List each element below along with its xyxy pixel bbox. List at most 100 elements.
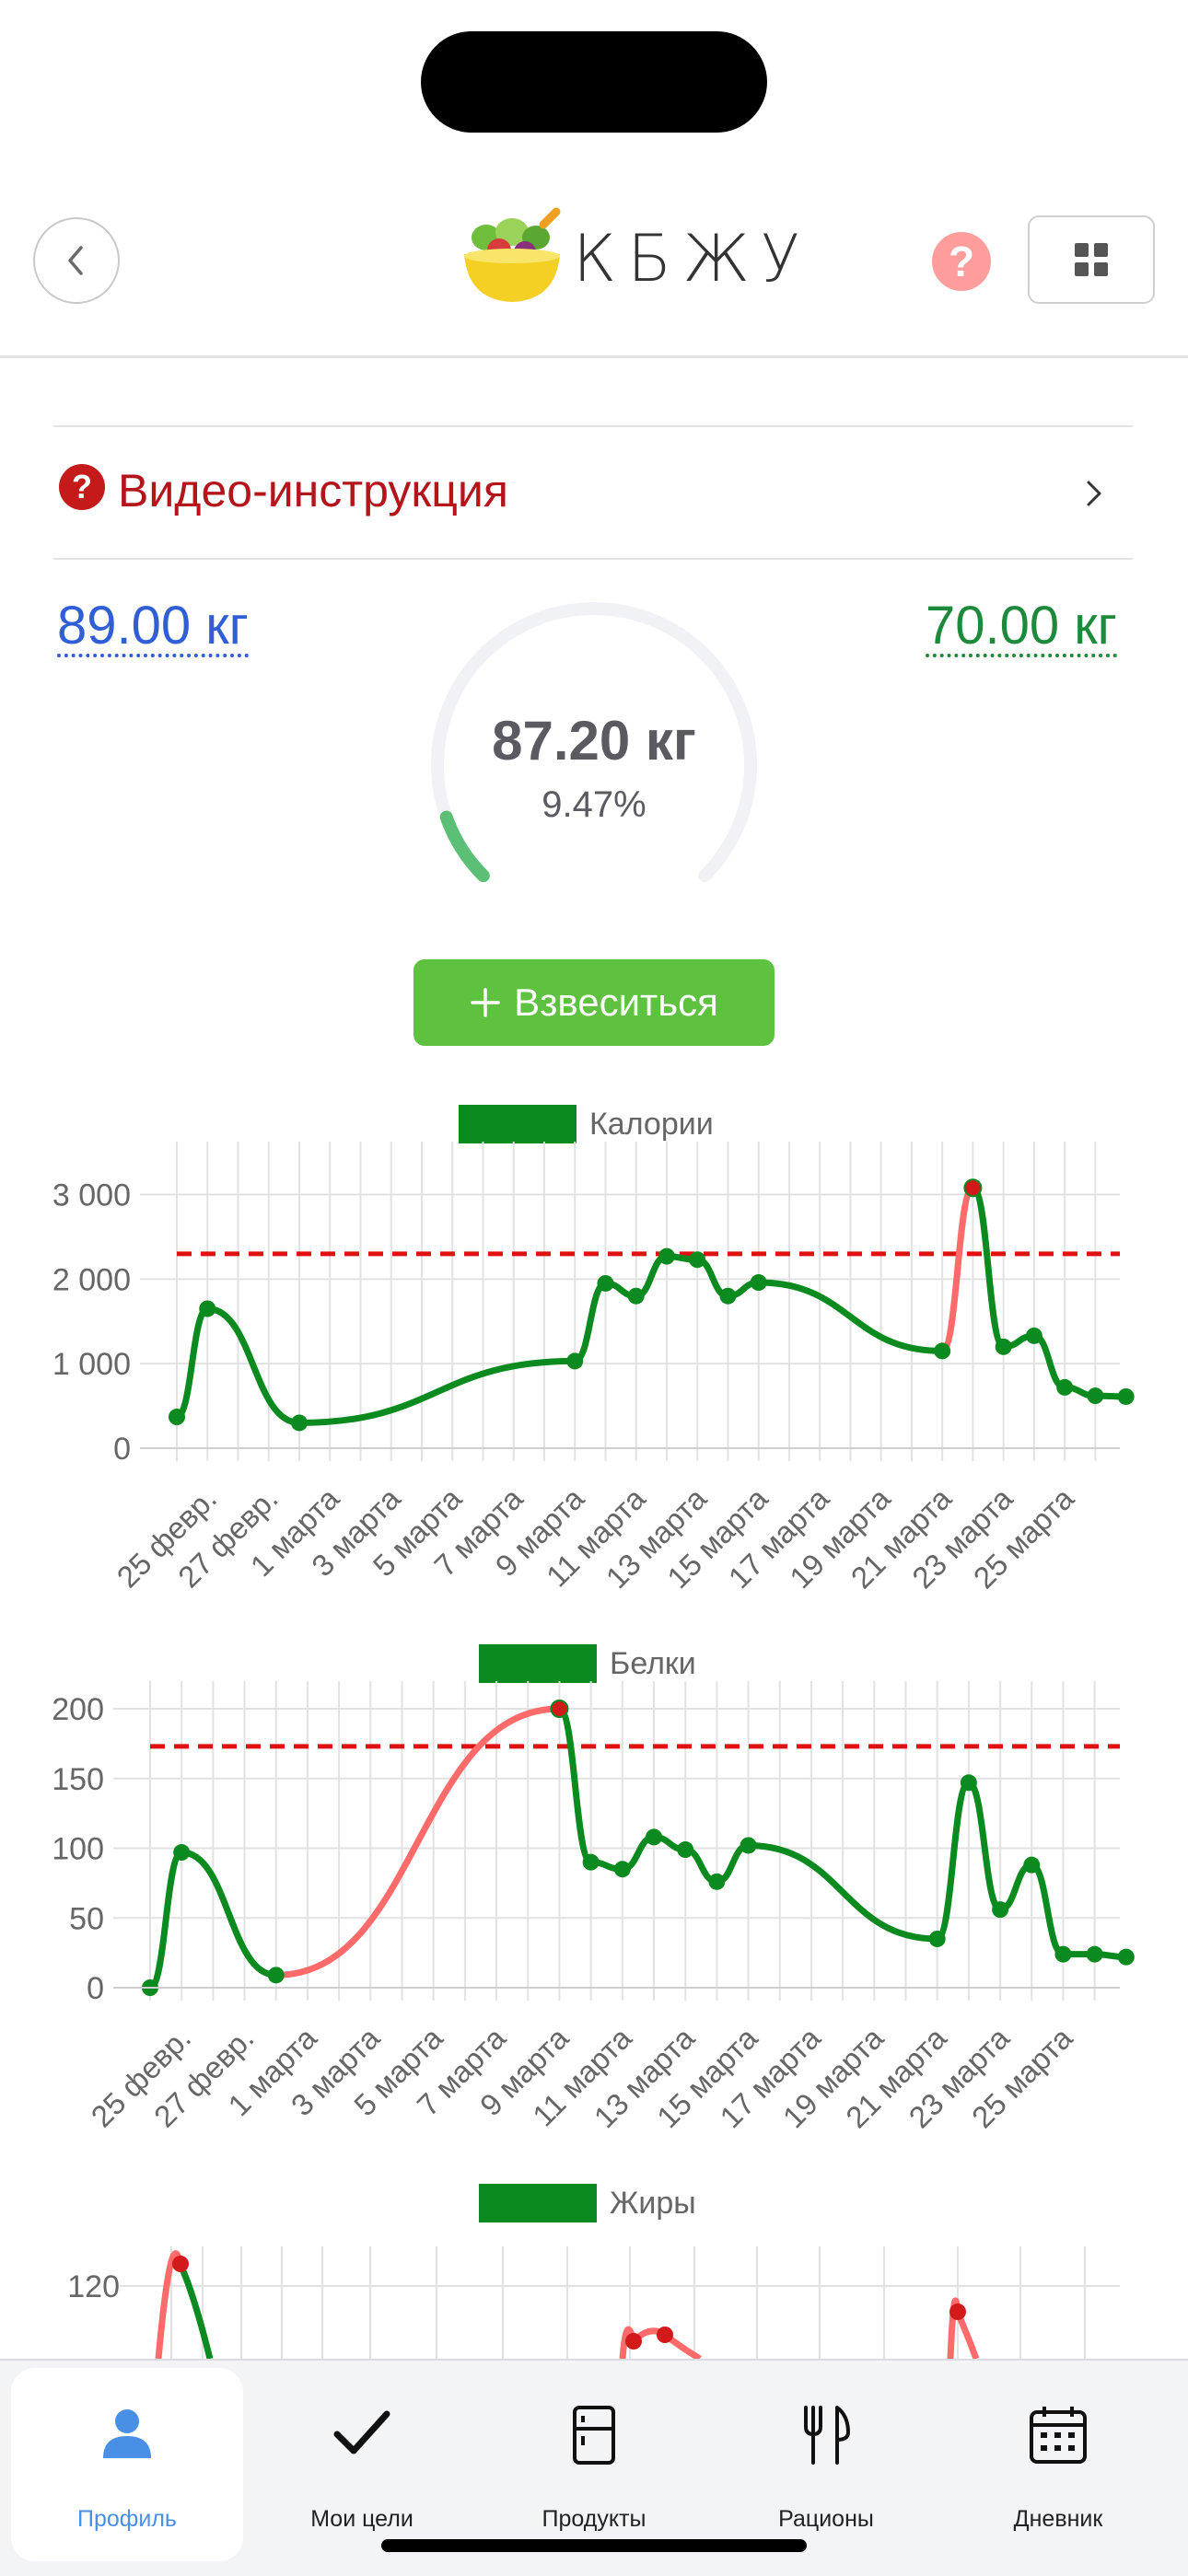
question-icon: ? bbox=[948, 238, 975, 285]
legend-swatch bbox=[479, 2184, 597, 2222]
tab-rations[interactable]: Рационы bbox=[707, 2368, 945, 2561]
data-point bbox=[960, 1774, 977, 1792]
help-button[interactable]: ? bbox=[932, 232, 991, 291]
series-segment bbox=[571, 1280, 609, 1364]
start-weight-link[interactable]: 89.00 кг bbox=[57, 596, 249, 657]
data-point bbox=[928, 1930, 946, 1947]
series-segment bbox=[965, 1779, 1004, 1913]
data-point bbox=[934, 1342, 951, 1360]
bottom-tab-bar: Профиль Мои цели Продукты Рационы Дневни… bbox=[0, 2359, 1188, 2576]
data-point bbox=[689, 1251, 706, 1269]
fats-chart: Жиры 120 bbox=[67, 2184, 1120, 2359]
data-point bbox=[582, 1853, 600, 1871]
series-segment bbox=[745, 1841, 941, 1943]
y-tick-label: 3 000 bbox=[52, 1178, 131, 1213]
y-tick-label: 150 bbox=[52, 1762, 104, 1797]
dynamic-island bbox=[421, 31, 767, 133]
gauge-fill bbox=[439, 810, 490, 883]
series-segment bbox=[178, 1849, 280, 1978]
series-segment bbox=[204, 1305, 303, 1426]
gauge-track bbox=[431, 602, 757, 883]
goal-weight-link[interactable]: 70.00 кг bbox=[926, 596, 1117, 657]
data-point bbox=[677, 1841, 694, 1859]
series-segment bbox=[1028, 1862, 1066, 1958]
y-tick-label: 120 bbox=[67, 2269, 120, 2304]
legend-label: Калории bbox=[589, 1107, 714, 1142]
fridge-icon bbox=[573, 2406, 615, 2465]
person-icon bbox=[103, 2409, 151, 2458]
weight-progress-percent: 9.47% bbox=[542, 784, 646, 825]
y-tick-label: 1 000 bbox=[52, 1347, 131, 1382]
series-segment bbox=[146, 1849, 185, 1991]
data-point bbox=[719, 1287, 737, 1305]
data-point bbox=[646, 1828, 663, 1846]
fork-knife-icon bbox=[804, 2406, 850, 2465]
tab-my-goals[interactable]: Мои цели bbox=[243, 2368, 481, 2561]
data-point bbox=[613, 1861, 631, 1878]
data-point bbox=[740, 1837, 757, 1854]
data-point bbox=[1117, 1387, 1135, 1405]
question-icon: ? bbox=[59, 464, 105, 510]
legend-swatch bbox=[459, 1105, 577, 1143]
data-point bbox=[550, 1700, 569, 1718]
y-tick-label: 100 bbox=[52, 1832, 104, 1867]
series-segment bbox=[619, 2326, 702, 2359]
logo-text: КБЖУ bbox=[573, 221, 811, 296]
tab-profile[interactable]: Профиль bbox=[11, 2368, 243, 2561]
home-indicator bbox=[381, 2539, 807, 2552]
tab-diary[interactable]: Дневник bbox=[939, 2368, 1177, 2561]
tab-products[interactable]: Продукты bbox=[475, 2368, 713, 2561]
series-segment bbox=[969, 1184, 1007, 1351]
tab-label: Дневник bbox=[1013, 2506, 1103, 2532]
plus-icon bbox=[471, 988, 500, 1017]
series-segment bbox=[1031, 1332, 1068, 1391]
y-tick-label: 200 bbox=[52, 1692, 104, 1727]
data-point bbox=[199, 1300, 216, 1317]
y-tick-label: 0 bbox=[113, 1432, 131, 1467]
data-point bbox=[1117, 1948, 1135, 1966]
series-segment bbox=[555, 1705, 595, 1866]
chevron-right-icon bbox=[1087, 481, 1101, 506]
series-segment bbox=[177, 2263, 214, 2359]
grid-icon bbox=[1075, 243, 1108, 276]
data-point bbox=[1056, 1378, 1074, 1396]
data-point bbox=[172, 2256, 189, 2272]
data-point bbox=[949, 2303, 966, 2320]
tab-label: Мои цели bbox=[310, 2506, 413, 2532]
data-point bbox=[169, 1409, 185, 1426]
data-point bbox=[963, 1178, 983, 1198]
data-point bbox=[995, 1338, 1012, 1355]
video-instruction-label: Видео-инструкция bbox=[118, 465, 508, 516]
y-tick-label: 50 bbox=[69, 1901, 104, 1936]
data-point bbox=[1086, 1945, 1103, 1963]
back-button[interactable] bbox=[33, 217, 120, 304]
data-point bbox=[267, 1967, 285, 1984]
tab-label: Продукты bbox=[542, 2506, 646, 2532]
y-tick-label: 0 bbox=[87, 1971, 104, 2006]
series-segment bbox=[296, 1357, 578, 1426]
data-point bbox=[1087, 1387, 1104, 1405]
menu-button[interactable] bbox=[1028, 215, 1155, 304]
chevron-left-icon bbox=[68, 246, 83, 275]
app-header: КБЖУ ? bbox=[0, 175, 1188, 358]
tab-label: Рационы bbox=[778, 2506, 874, 2532]
series-segment bbox=[273, 1705, 563, 1978]
data-point bbox=[658, 1247, 675, 1265]
app-logo[interactable]: КБЖУ bbox=[448, 197, 800, 317]
data-point bbox=[173, 1844, 191, 1862]
series-segment bbox=[934, 1779, 973, 1943]
data-point bbox=[708, 1873, 726, 1890]
video-instruction-row[interactable]: ? Видео-инструкция bbox=[53, 425, 1133, 560]
legend-label: Жиры bbox=[610, 2186, 696, 2221]
data-point bbox=[1025, 1327, 1042, 1344]
checkmark-icon bbox=[333, 2410, 390, 2454]
weight-progress-gauge bbox=[431, 602, 757, 883]
data-point bbox=[290, 1414, 308, 1432]
data-point bbox=[657, 2327, 673, 2343]
data-point bbox=[597, 1274, 614, 1292]
weigh-in-button[interactable]: Взвеситься bbox=[413, 959, 775, 1046]
data-point bbox=[625, 2333, 642, 2350]
legend-label: Белки bbox=[610, 1646, 696, 1681]
